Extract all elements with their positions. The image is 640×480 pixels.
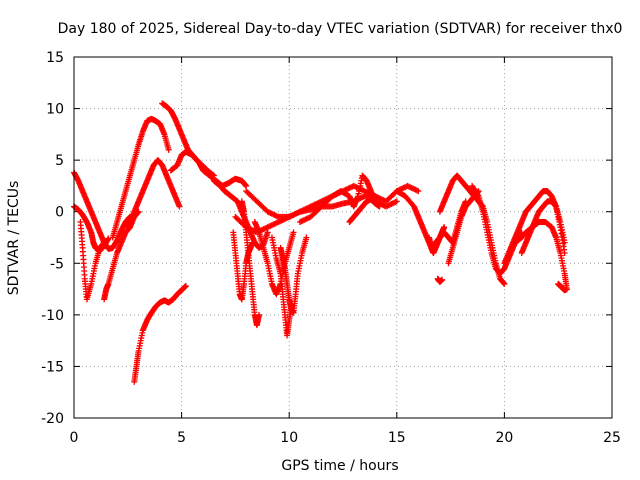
data-point (474, 191, 481, 198)
data-point (105, 235, 112, 242)
data-point (249, 239, 256, 246)
series-arc-21 (426, 224, 448, 256)
y-tick-label: -20 (41, 411, 64, 427)
data-point (438, 276, 445, 283)
x-tick-label: 0 (70, 430, 79, 446)
y-tick-label: -15 (41, 359, 64, 375)
chart-title: Day 180 of 2025, Sidereal Day-to-day VTE… (58, 21, 623, 37)
grid (74, 57, 612, 418)
x-tick-label: 25 (603, 430, 621, 446)
data-point (182, 282, 189, 289)
y-tick-label: 10 (46, 102, 64, 118)
y-tick-label: -10 (41, 308, 64, 324)
plot-frame (73, 56, 613, 419)
series-arc-29 (555, 280, 570, 294)
data-point (303, 234, 310, 241)
y-tick-label: 5 (55, 153, 64, 169)
x-tick-label: 15 (388, 430, 406, 446)
y-tick-label: -5 (50, 256, 64, 272)
series-arc-19 (346, 196, 383, 226)
x-tick-label: 10 (280, 430, 298, 446)
data-point (441, 224, 448, 231)
series-arc-27 (512, 219, 570, 293)
y-tick-label: 0 (55, 205, 64, 221)
y-axis-label: SDTVAR / TECUs (6, 181, 22, 296)
series-arc-6 (124, 157, 183, 231)
data-point (256, 311, 263, 318)
x-tick-label: 20 (495, 430, 513, 446)
data-point (176, 203, 183, 210)
data-point (165, 146, 172, 153)
series-arc-4 (101, 208, 142, 303)
data-point (290, 229, 297, 236)
data-point (101, 239, 108, 246)
data-points (71, 100, 570, 385)
series-arc-3 (77, 219, 108, 303)
axis-ticks: 0 5 10 15 20 25 -20 -15 -10 -5 0 5 10 15 (41, 50, 621, 446)
series-arc-12 (238, 198, 263, 329)
data-point (393, 198, 400, 205)
data-point (376, 203, 383, 210)
series-arc-18 (296, 172, 400, 226)
data-point (563, 286, 570, 293)
data-point (501, 280, 508, 287)
series-arc-7 (131, 282, 189, 385)
data-point (243, 182, 250, 189)
series-arc-28 (518, 198, 568, 256)
series-arc-14 (268, 234, 295, 339)
data-point (415, 188, 422, 195)
series-arc-11 (230, 229, 256, 303)
data-point (264, 229, 271, 236)
series-arc-15 (277, 234, 310, 316)
x-axis-label: GPS time / hours (281, 458, 398, 474)
x-tick-label: 5 (177, 430, 186, 446)
series-arc-22 (434, 275, 445, 285)
series-arc-5 (109, 115, 172, 241)
data-point (561, 249, 568, 256)
y-tick-label: 15 (46, 50, 64, 66)
